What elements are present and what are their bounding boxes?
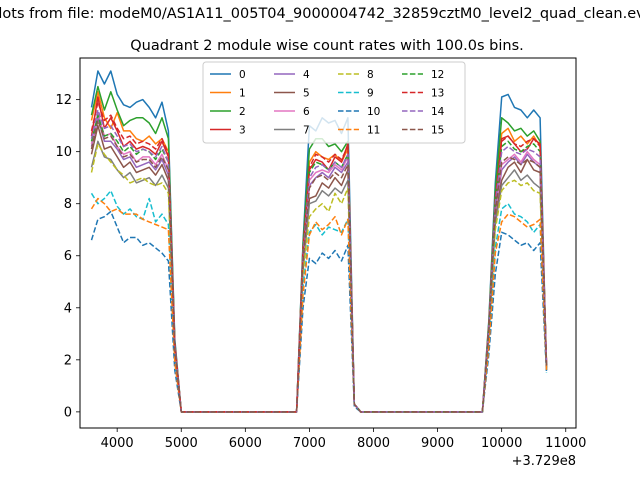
series-line-7 bbox=[90, 140, 548, 413]
series-line-12 bbox=[90, 114, 548, 413]
legend-label-13: 13 bbox=[431, 88, 444, 100]
legend-box bbox=[202, 61, 466, 144]
series-line-13 bbox=[90, 101, 548, 413]
legend-label-5: 5 bbox=[303, 88, 310, 100]
legend-label-7: 7 bbox=[303, 125, 310, 137]
x-tick-label: 8000 bbox=[357, 436, 390, 451]
plot-frame bbox=[79, 57, 577, 429]
series-line-5 bbox=[90, 124, 548, 413]
x-axis: 4000 5000 6000 7000 8000 9000 10000 11000 bbox=[101, 428, 586, 451]
figure-suptitle: Plots from file: modeM0/AS1A11_005T04_90… bbox=[0, 6, 640, 22]
legend-label-9: 9 bbox=[367, 88, 374, 100]
y-axis: 0 2 4 6 8 10 12 bbox=[55, 93, 80, 420]
x-tick-label: 9000 bbox=[421, 436, 454, 451]
legend-label-2: 2 bbox=[239, 106, 246, 118]
x-tick-label: 7000 bbox=[293, 436, 326, 451]
legend-label-6: 6 bbox=[303, 106, 310, 118]
legend-label-11: 11 bbox=[367, 125, 380, 137]
y-tick-label: 2 bbox=[64, 353, 72, 368]
chart-title: Quadrant 2 module wise count rates with … bbox=[130, 38, 524, 54]
series-line-11 bbox=[90, 197, 548, 413]
legend-label-4: 4 bbox=[303, 69, 310, 81]
y-tick-label: 6 bbox=[64, 249, 72, 264]
x-tick-label: 5000 bbox=[165, 436, 198, 451]
legend-label-8: 8 bbox=[367, 69, 374, 81]
legend-label-3: 3 bbox=[239, 125, 246, 137]
x-tick-label: 4000 bbox=[101, 436, 134, 451]
series-line-4 bbox=[90, 117, 548, 413]
x-tick-label: 10000 bbox=[481, 436, 522, 451]
y-tick-label: 10 bbox=[55, 145, 72, 160]
legend-label-15: 15 bbox=[431, 125, 444, 137]
series-line-1 bbox=[90, 91, 548, 413]
series-line-6 bbox=[90, 111, 548, 413]
x-axis-offset-label: +3.729e8 bbox=[512, 454, 576, 469]
series-line-14 bbox=[90, 109, 548, 413]
legend-label-0: 0 bbox=[239, 69, 246, 81]
x-tick-label: 11000 bbox=[545, 436, 586, 451]
series-line-15 bbox=[90, 119, 548, 413]
y-tick-label: 12 bbox=[55, 93, 72, 108]
y-tick-label: 0 bbox=[64, 405, 72, 420]
y-tick-label: 4 bbox=[64, 301, 72, 316]
x-tick-label: 6000 bbox=[229, 436, 262, 451]
legend-label-10: 10 bbox=[367, 106, 380, 118]
legend-label-14: 14 bbox=[431, 106, 445, 118]
legend-label-1: 1 bbox=[239, 88, 246, 100]
series-line-8 bbox=[90, 143, 548, 413]
series-line-10 bbox=[90, 210, 548, 413]
legend-label-12: 12 bbox=[431, 69, 444, 81]
y-tick-label: 8 bbox=[64, 197, 72, 212]
series-line-9 bbox=[90, 189, 548, 413]
